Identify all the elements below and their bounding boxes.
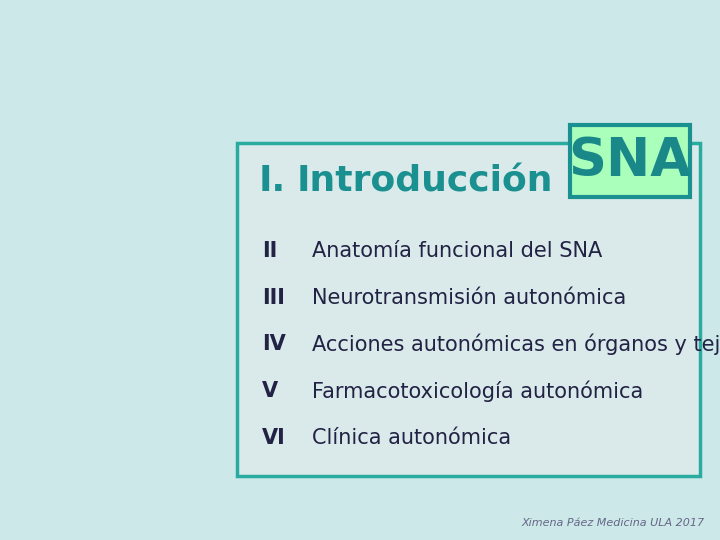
Text: Ximena Páez Medicina ULA 2017: Ximena Páez Medicina ULA 2017 bbox=[522, 518, 705, 528]
Bar bbox=[570, 125, 690, 197]
Text: Introducción: Introducción bbox=[297, 164, 554, 198]
Text: Clínica autonómica: Clínica autonómica bbox=[312, 428, 511, 448]
Text: Farmacotoxicología autonómica: Farmacotoxicología autonómica bbox=[312, 380, 643, 402]
Text: V: V bbox=[262, 381, 278, 401]
Text: VI: VI bbox=[262, 428, 286, 448]
Text: IV: IV bbox=[262, 334, 286, 354]
Text: Neurotransmisión autonómica: Neurotransmisión autonómica bbox=[312, 288, 626, 308]
Text: SNA: SNA bbox=[568, 135, 692, 187]
Text: I.: I. bbox=[259, 164, 286, 198]
Text: II: II bbox=[262, 241, 277, 261]
Text: Acciones autonómicas en órganos y tejidos: Acciones autonómicas en órganos y tejido… bbox=[312, 334, 720, 355]
Text: Anatomía funcional del SNA: Anatomía funcional del SNA bbox=[312, 241, 602, 261]
Bar bbox=[237, 143, 700, 476]
Text: III: III bbox=[262, 288, 285, 308]
